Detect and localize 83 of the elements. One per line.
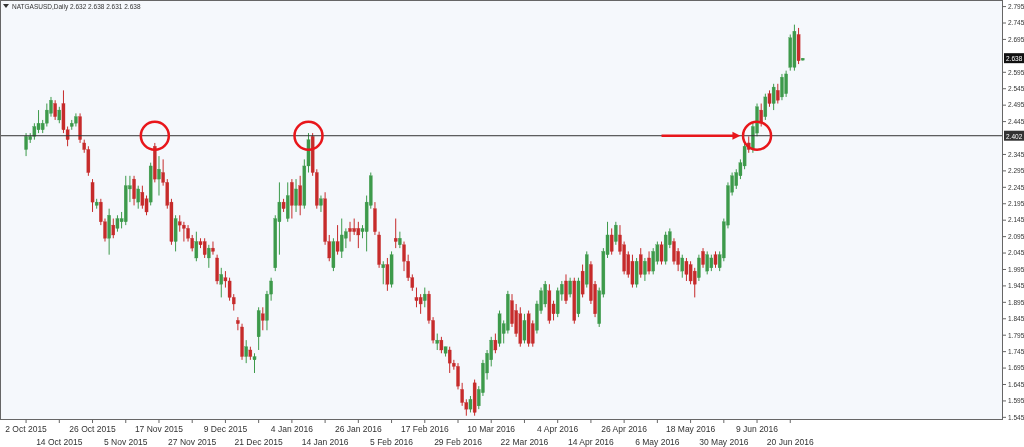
- candlestick: [132, 175, 136, 206]
- candlestick: [763, 93, 768, 121]
- candlestick: [335, 224, 340, 256]
- candlestick: [522, 313, 527, 344]
- x-tick-label: 4 Apr 2016: [537, 424, 579, 434]
- candlestick: [111, 218, 115, 239]
- candlestick: [493, 333, 498, 354]
- candlestick: [456, 362, 460, 390]
- candlestick: [74, 112, 78, 128]
- candlestick: [215, 254, 219, 285]
- candlestick: [759, 103, 763, 128]
- candlestick: [207, 244, 211, 269]
- candlestick: [784, 70, 788, 98]
- x-tick-label: 14 Apr 2016: [567, 437, 615, 447]
- x-tick-label: 26 Jan 2016: [334, 424, 382, 434]
- candlestick: [776, 83, 780, 105]
- candlestick: [348, 221, 352, 243]
- candlestick: [697, 254, 701, 282]
- candlestick: [211, 241, 215, 256]
- candlestick: [659, 241, 664, 266]
- candlestick: [344, 227, 348, 249]
- x-tick-label: 22 Mar 2016: [500, 437, 549, 447]
- candlestick: [319, 195, 323, 213]
- x-tick-label: 27 Nov 2015: [168, 437, 217, 447]
- candlestick: [107, 208, 111, 256]
- candlestick: [630, 254, 635, 289]
- candlestick: [647, 250, 651, 275]
- candlestick: [580, 264, 585, 298]
- candlestick: [564, 273, 568, 305]
- candlestick: [385, 257, 390, 292]
- candlestick: [244, 339, 248, 364]
- x-tick-label: 21 Dec 2015: [234, 437, 284, 447]
- x-tick-label: 17 Nov 2015: [134, 424, 184, 434]
- candlestick: [294, 178, 298, 213]
- candlestick: [394, 218, 398, 249]
- candlestick: [609, 227, 614, 256]
- candlestick: [639, 247, 643, 279]
- candlestick: [460, 382, 464, 407]
- x-tick-label: 6 May 2016: [635, 437, 680, 447]
- candlestick: [614, 221, 618, 246]
- candlestick: [53, 99, 57, 121]
- candlestick: [298, 175, 302, 216]
- candlestick: [448, 346, 452, 374]
- candlestick: [90, 178, 95, 213]
- candlestick: [780, 73, 784, 101]
- candlestick: [173, 214, 178, 252]
- candlestick: [684, 257, 689, 282]
- candlestick: [219, 267, 223, 298]
- x-tick-label: 29 Feb 2016: [434, 437, 483, 447]
- candlestick: [680, 254, 684, 279]
- candlestick: [423, 287, 427, 308]
- x-tick-label: 5 Feb 2016: [370, 437, 414, 447]
- x-tick-label: 5 Nov 2015: [104, 437, 148, 447]
- x-tick-label: 26 Oct 2015: [69, 424, 116, 434]
- x-tick-label: 9 Jun 2016: [736, 424, 779, 434]
- x-tick-label: 4 Jan 2016: [270, 424, 314, 434]
- candlestick: [290, 178, 294, 220]
- x-tick-label: 30 May 2016: [699, 437, 749, 447]
- candlestick: [398, 231, 402, 249]
- x-tick-label: 18 May 2016: [666, 424, 716, 434]
- candlestick: [340, 218, 344, 259]
- candlestick: [701, 247, 705, 269]
- candlestick: [286, 181, 290, 223]
- candlestick: [568, 277, 572, 298]
- x-tick-label: 17 Feb 2016: [400, 424, 449, 434]
- candlestick: [643, 257, 647, 282]
- candlestick: [157, 155, 161, 197]
- x-tick-label: 26 Apr 2016: [601, 424, 648, 434]
- candlestick: [182, 221, 186, 243]
- candlestick: [381, 260, 385, 285]
- x-tick-label: 2 Oct 2015: [5, 424, 48, 434]
- x-tick-label: 9 Dec 2015: [203, 424, 248, 434]
- x-tick-label: 10 Mar 2016: [467, 424, 516, 434]
- candlestick: [252, 352, 257, 374]
- candlestick: [414, 287, 419, 308]
- candlestick: [24, 132, 28, 157]
- x-tick-label: 14 Jan 2016: [301, 437, 349, 447]
- candlestick: [261, 306, 265, 331]
- candlestick: [651, 247, 655, 275]
- candlestick: [136, 185, 140, 210]
- x-tick-label: 20 Jun 2016: [766, 437, 814, 447]
- x-tick-label: 14 Oct 2015: [36, 437, 83, 447]
- candlestick: [634, 257, 639, 289]
